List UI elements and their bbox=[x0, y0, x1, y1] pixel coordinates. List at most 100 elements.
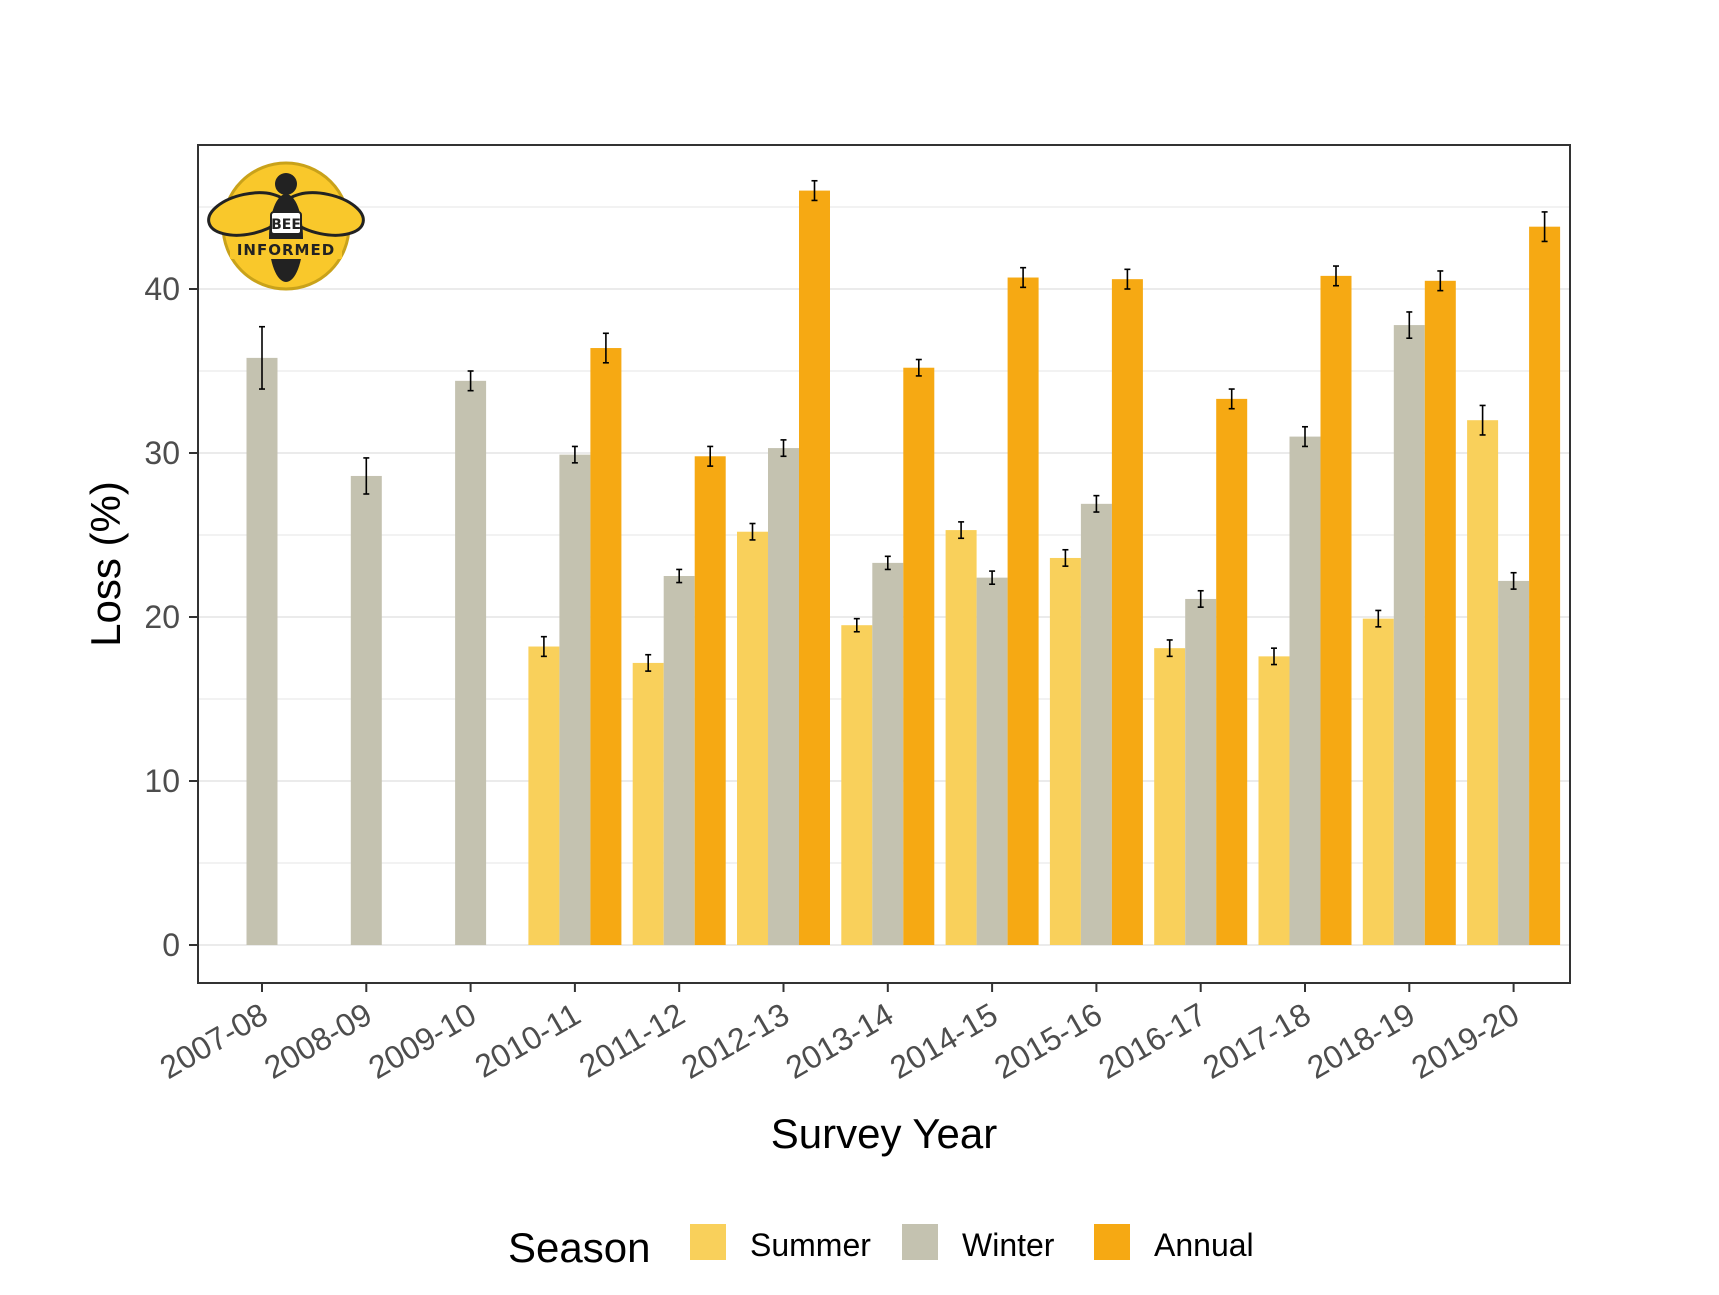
error-bar bbox=[1510, 571, 1517, 590]
error-bar bbox=[989, 570, 996, 586]
bar-winter bbox=[246, 357, 278, 945]
error-bar bbox=[1406, 311, 1413, 340]
y-axis-title: Loss (%) bbox=[82, 481, 129, 647]
error-bar bbox=[780, 439, 787, 458]
bee-informed-logo: BEE INFORMED bbox=[207, 161, 365, 291]
error-bar bbox=[676, 568, 683, 584]
y-tick-label: 0 bbox=[162, 927, 180, 963]
y-axis: 0 10 20 30 40 bbox=[144, 271, 198, 963]
error-bar bbox=[707, 445, 714, 467]
bar-summer bbox=[1258, 656, 1290, 945]
bar-annual bbox=[1320, 275, 1352, 945]
bar-winter bbox=[1080, 503, 1112, 945]
y-tick-label: 40 bbox=[144, 271, 180, 307]
error-bar bbox=[1124, 268, 1131, 290]
x-tick-label: 2018-19 bbox=[1301, 996, 1421, 1086]
x-tick-label: 2016-17 bbox=[1092, 996, 1212, 1086]
bar-summer bbox=[945, 530, 977, 945]
bar-winter bbox=[455, 380, 487, 946]
bar-annual bbox=[799, 190, 830, 946]
x-tick-label: 2011-12 bbox=[573, 996, 691, 1085]
error-bar bbox=[1437, 270, 1444, 292]
bee-body-icon bbox=[269, 194, 303, 282]
bar-winter bbox=[768, 448, 799, 945]
bar-summer bbox=[737, 531, 768, 945]
error-bar bbox=[1062, 548, 1069, 567]
x-tick-label: 2015-16 bbox=[988, 996, 1108, 1086]
bar-annual bbox=[590, 348, 622, 945]
error-bar bbox=[259, 325, 265, 390]
bar-annual bbox=[1529, 226, 1561, 945]
logo-text-bee: BEE bbox=[271, 217, 301, 233]
error-bar bbox=[363, 457, 370, 495]
error-bar bbox=[884, 555, 891, 571]
logo-text-informed: INFORMED bbox=[237, 241, 335, 259]
bar-winter bbox=[350, 475, 382, 945]
error-bar bbox=[749, 522, 756, 541]
bee-head-icon bbox=[275, 173, 297, 195]
legend-label-winter: Winter bbox=[962, 1227, 1055, 1263]
error-bar bbox=[1166, 639, 1173, 658]
bar-annual bbox=[694, 456, 726, 945]
bar-winter bbox=[1185, 598, 1217, 945]
legend-label-annual: Annual bbox=[1154, 1227, 1254, 1263]
error-bar bbox=[1375, 609, 1382, 628]
error-bar bbox=[467, 370, 474, 392]
error-bar bbox=[1228, 388, 1235, 410]
bar-winter bbox=[1393, 325, 1425, 946]
legend-label-summer: Summer bbox=[750, 1227, 871, 1263]
error-bar bbox=[645, 653, 652, 672]
legend-title: Season bbox=[508, 1224, 650, 1271]
y-tick-label: 10 bbox=[144, 763, 180, 799]
x-tick-label: 2008-09 bbox=[258, 996, 378, 1086]
y-tick-label: 30 bbox=[144, 435, 180, 471]
error-bar bbox=[915, 358, 922, 377]
bar-winter bbox=[663, 576, 695, 945]
x-tick-label: 2017-18 bbox=[1197, 996, 1317, 1086]
bar-summer bbox=[1049, 557, 1081, 945]
error-bar bbox=[1479, 404, 1486, 436]
legend-key-winter bbox=[902, 1224, 938, 1260]
x-tick-label: 2013-14 bbox=[780, 996, 900, 1086]
error-bar bbox=[571, 445, 578, 464]
bar-winter bbox=[872, 562, 904, 945]
bar-summer bbox=[528, 646, 560, 945]
bar-annual bbox=[1007, 277, 1039, 945]
bars bbox=[246, 190, 1561, 946]
error-bar bbox=[853, 617, 860, 633]
error-bar bbox=[1271, 647, 1277, 666]
bar-winter bbox=[1289, 436, 1321, 945]
x-tick-label: 2019-20 bbox=[1405, 996, 1525, 1086]
bar-summer bbox=[841, 625, 873, 945]
error-bar bbox=[1093, 494, 1100, 513]
legend-key-summer bbox=[690, 1224, 726, 1260]
x-axis: 2007-082008-092009-102010-112011-122012-… bbox=[154, 983, 1525, 1086]
error-bar bbox=[1020, 266, 1027, 289]
x-tick-label: 2014-15 bbox=[884, 996, 1004, 1086]
error-bar bbox=[1333, 265, 1339, 287]
error-bar bbox=[958, 521, 965, 540]
error-bar bbox=[540, 635, 547, 658]
plot-border bbox=[197, 144, 1571, 984]
error-bar bbox=[602, 332, 609, 364]
x-tick-label: 2010-11 bbox=[469, 996, 587, 1085]
bar-winter bbox=[1498, 580, 1530, 945]
bar-summer bbox=[632, 662, 664, 945]
y-tick-label: 20 bbox=[144, 599, 180, 635]
error-bars bbox=[259, 179, 1548, 672]
error-bar bbox=[811, 179, 818, 202]
error-bar bbox=[1541, 211, 1548, 243]
bar-summer bbox=[1362, 618, 1394, 945]
error-bar bbox=[1197, 589, 1204, 608]
legend-key-annual bbox=[1094, 1224, 1130, 1260]
bar-annual bbox=[903, 367, 935, 946]
bar-summer bbox=[1154, 648, 1186, 945]
x-tick-label: 2009-10 bbox=[362, 996, 482, 1086]
x-axis-title: Survey Year bbox=[771, 1110, 998, 1157]
x-tick-label: 2007-08 bbox=[154, 996, 274, 1086]
bar-annual bbox=[1216, 398, 1248, 945]
bar-winter bbox=[559, 454, 591, 945]
x-tick-label: 2012-13 bbox=[675, 996, 795, 1086]
bar-annual bbox=[1424, 280, 1456, 945]
